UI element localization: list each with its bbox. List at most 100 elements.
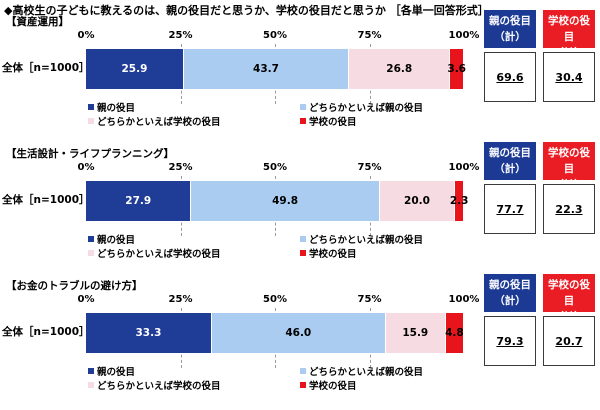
legend-label: どちらかといえば親の役目 (309, 103, 424, 114)
total-school-value: 22.3 (555, 202, 583, 216)
page-title: ◆高校生の子どもに教えるのは、親の役目だと思うか、学校の役目だと思うか ［各単一… (4, 4, 489, 17)
legend-label: 学校の役目 (309, 249, 357, 260)
segment-lean-school: 26.8 (349, 49, 451, 89)
segment-school: 4.8 (445, 313, 464, 353)
tick-label: 75% (357, 30, 382, 41)
badge-school-total: 学校の役目 （計） (543, 10, 595, 59)
badge-school-total: 学校の役目 （計） (543, 274, 595, 323)
row-label: 全体［n=1000］ (2, 62, 90, 74)
segment-parent: 33.3 (86, 313, 212, 353)
legend-swatch (300, 382, 306, 388)
badge-parent-total: 親の役目 （計） (484, 142, 536, 180)
segment-school: 3.6 (447, 49, 466, 89)
legend-item: 親の役目 (88, 364, 135, 378)
segment-lean-parent: 46.0 (211, 313, 386, 353)
tick-label: 0% (77, 30, 95, 41)
legend-item: 親の役目 (88, 232, 135, 246)
segment-lean-parent: 43.7 (183, 49, 350, 89)
badge-parent-total: 親の役目 （計） (484, 10, 536, 48)
tick-label: 100% (448, 30, 480, 41)
total-parent-value: 79.3 (496, 334, 524, 348)
legend-label: どちらかといえば学校の役目 (97, 117, 221, 128)
legend-label: 学校の役目 (309, 381, 357, 392)
legend-item: どちらかといえば親の役目 (300, 364, 423, 378)
legend-swatch (88, 250, 94, 256)
legend-label: 親の役目 (97, 103, 136, 114)
total-school-box: 30.4 (543, 52, 595, 102)
chart-section: 【お金のトラブルの避け方】 0% 25% 50% 75% 100% 全体［n=1000］ 33… (0, 274, 600, 410)
row-label: 全体［n=1000］ (2, 194, 90, 206)
data-label: 33.3 (135, 327, 162, 339)
legend-swatch (88, 382, 94, 388)
tick-label: 100% (448, 294, 480, 305)
legend-label: 親の役目 (97, 367, 136, 378)
segment-lean-school: 15.9 (385, 313, 446, 353)
stacked-bar: 25.9 43.7 26.8 3.6 (86, 49, 466, 89)
legend-item: 学校の役目 (300, 246, 357, 260)
tick-label: 50% (263, 162, 287, 173)
segment-lean-parent: 49.8 (191, 181, 380, 221)
legend-label: どちらかといえば学校の役目 (97, 381, 221, 392)
legend-swatch (300, 250, 306, 256)
legend-label: 学校の役目 (309, 117, 357, 128)
legend-item: 親の役目 (88, 100, 135, 114)
legend-label: どちらかといえば親の役目 (309, 235, 424, 246)
data-label: 20.0 (404, 195, 430, 207)
data-label: 46.0 (285, 327, 312, 339)
section-title: 【資産運用】 (6, 16, 69, 28)
segment-parent: 27.9 (86, 181, 192, 221)
data-label: 15.9 (402, 327, 429, 339)
row-label: 全体［n=1000］ (2, 326, 90, 338)
tick-label: 0% (77, 162, 95, 173)
legend-swatch (88, 368, 94, 374)
chart-section: 【生活設計・ライフプランニング】 0% 25% 50% 75% 100% 全体［n=1000… (0, 142, 600, 278)
legend-item: どちらかといえば親の役目 (300, 232, 423, 246)
data-label: 3.6 (447, 63, 466, 75)
total-school-value: 30.4 (555, 70, 583, 84)
legend-label: どちらかといえば学校の役目 (97, 249, 221, 260)
section-title: 【生活設計・ライフプランニング】 (6, 148, 174, 160)
stacked-bar: 27.9 49.8 20.0 2.3 (86, 181, 468, 221)
data-label: 49.8 (272, 195, 299, 207)
legend-item: どちらかといえば親の役目 (300, 100, 423, 114)
legend-swatch (300, 104, 306, 110)
legend-label: 親の役目 (97, 235, 136, 246)
data-label: 25.9 (121, 63, 148, 75)
total-school-value: 20.7 (555, 334, 583, 348)
segment-parent: 25.9 (86, 49, 184, 89)
legend-item: どちらかといえば学校の役目 (88, 114, 221, 128)
segment-school: 2.3 (450, 181, 468, 221)
legend-swatch (300, 118, 306, 124)
legend-item: 学校の役目 (300, 114, 357, 128)
legend-swatch (300, 236, 306, 242)
tick-label: 100% (448, 162, 480, 173)
total-parent-box: 69.6 (484, 52, 536, 102)
tick-label: 25% (168, 30, 193, 41)
legend-swatch (88, 236, 94, 242)
total-parent-box: 79.3 (484, 316, 536, 366)
legend-swatch (88, 104, 94, 110)
data-label: 26.8 (386, 63, 413, 75)
tick-label: 0% (77, 294, 95, 305)
tick-label: 75% (357, 294, 382, 305)
total-school-box: 22.3 (543, 184, 595, 234)
tick-label: 75% (357, 162, 382, 173)
badge-parent-total: 親の役目 （計） (484, 274, 536, 312)
total-parent-box: 77.7 (484, 184, 536, 234)
legend-swatch (88, 118, 94, 124)
tick-label: 50% (263, 30, 287, 41)
legend-item: どちらかといえば学校の役目 (88, 246, 221, 260)
total-school-box: 20.7 (543, 316, 595, 366)
legend-swatch (300, 368, 306, 374)
data-label: 4.8 (445, 327, 464, 339)
tick-label: 50% (263, 294, 287, 305)
tick-label: 25% (168, 162, 193, 173)
total-parent-value: 69.6 (496, 70, 524, 84)
legend-item: 学校の役目 (300, 378, 357, 392)
tick-label: 25% (168, 294, 193, 305)
section-title: 【お金のトラブルの避け方】 (6, 280, 143, 292)
data-label: 2.3 (449, 195, 469, 207)
badge-school-total: 学校の役目 （計） (543, 142, 595, 191)
segment-lean-school: 20.0 (379, 181, 456, 221)
total-parent-value: 77.7 (496, 202, 524, 216)
